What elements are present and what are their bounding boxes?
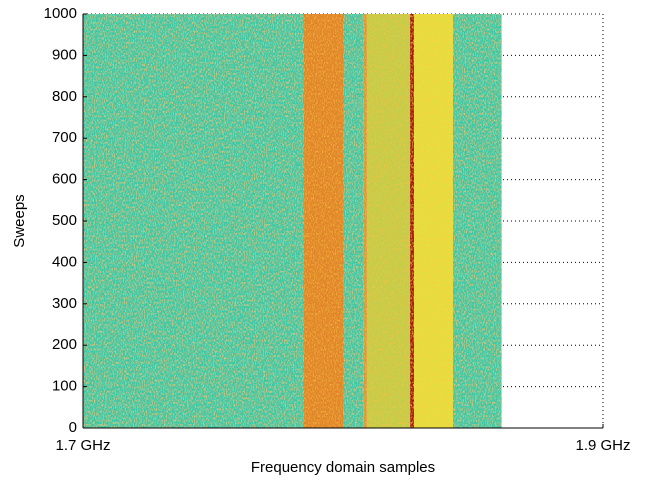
heat-band <box>366 14 411 428</box>
y-tick-label: 800 <box>52 88 77 105</box>
heatmap <box>83 14 502 428</box>
y-tick-label: 100 <box>52 378 77 395</box>
y-tick-label: 900 <box>52 46 77 63</box>
x-tick-label: 1.7 GHz <box>55 437 110 454</box>
y-tick-label: 400 <box>52 253 77 270</box>
y-tick-label: 700 <box>52 129 77 146</box>
y-tick-label: 300 <box>52 295 77 312</box>
y-tick-label: 200 <box>52 336 77 353</box>
heat-band <box>83 14 304 428</box>
y-axis-label: Sweeps <box>11 194 28 247</box>
y-tick-label: 1000 <box>44 5 77 22</box>
heat-band <box>413 14 453 428</box>
heat-band <box>452 14 502 428</box>
y-tick-label: 600 <box>52 171 77 188</box>
y-tick-label: 500 <box>52 212 77 229</box>
heat-band <box>363 14 367 428</box>
axes: 0 100 200 300 400 500 600 700 800 900 1000 1.7 GHz 1… <box>44 5 631 454</box>
x-axis-label: Frequency domain samples <box>251 459 435 476</box>
heat-band <box>304 14 343 428</box>
y-tick-label: 0 <box>69 419 77 436</box>
heat-band <box>343 14 364 428</box>
x-tick-label: 1.9 GHz <box>575 437 630 454</box>
heat-band <box>410 14 414 428</box>
